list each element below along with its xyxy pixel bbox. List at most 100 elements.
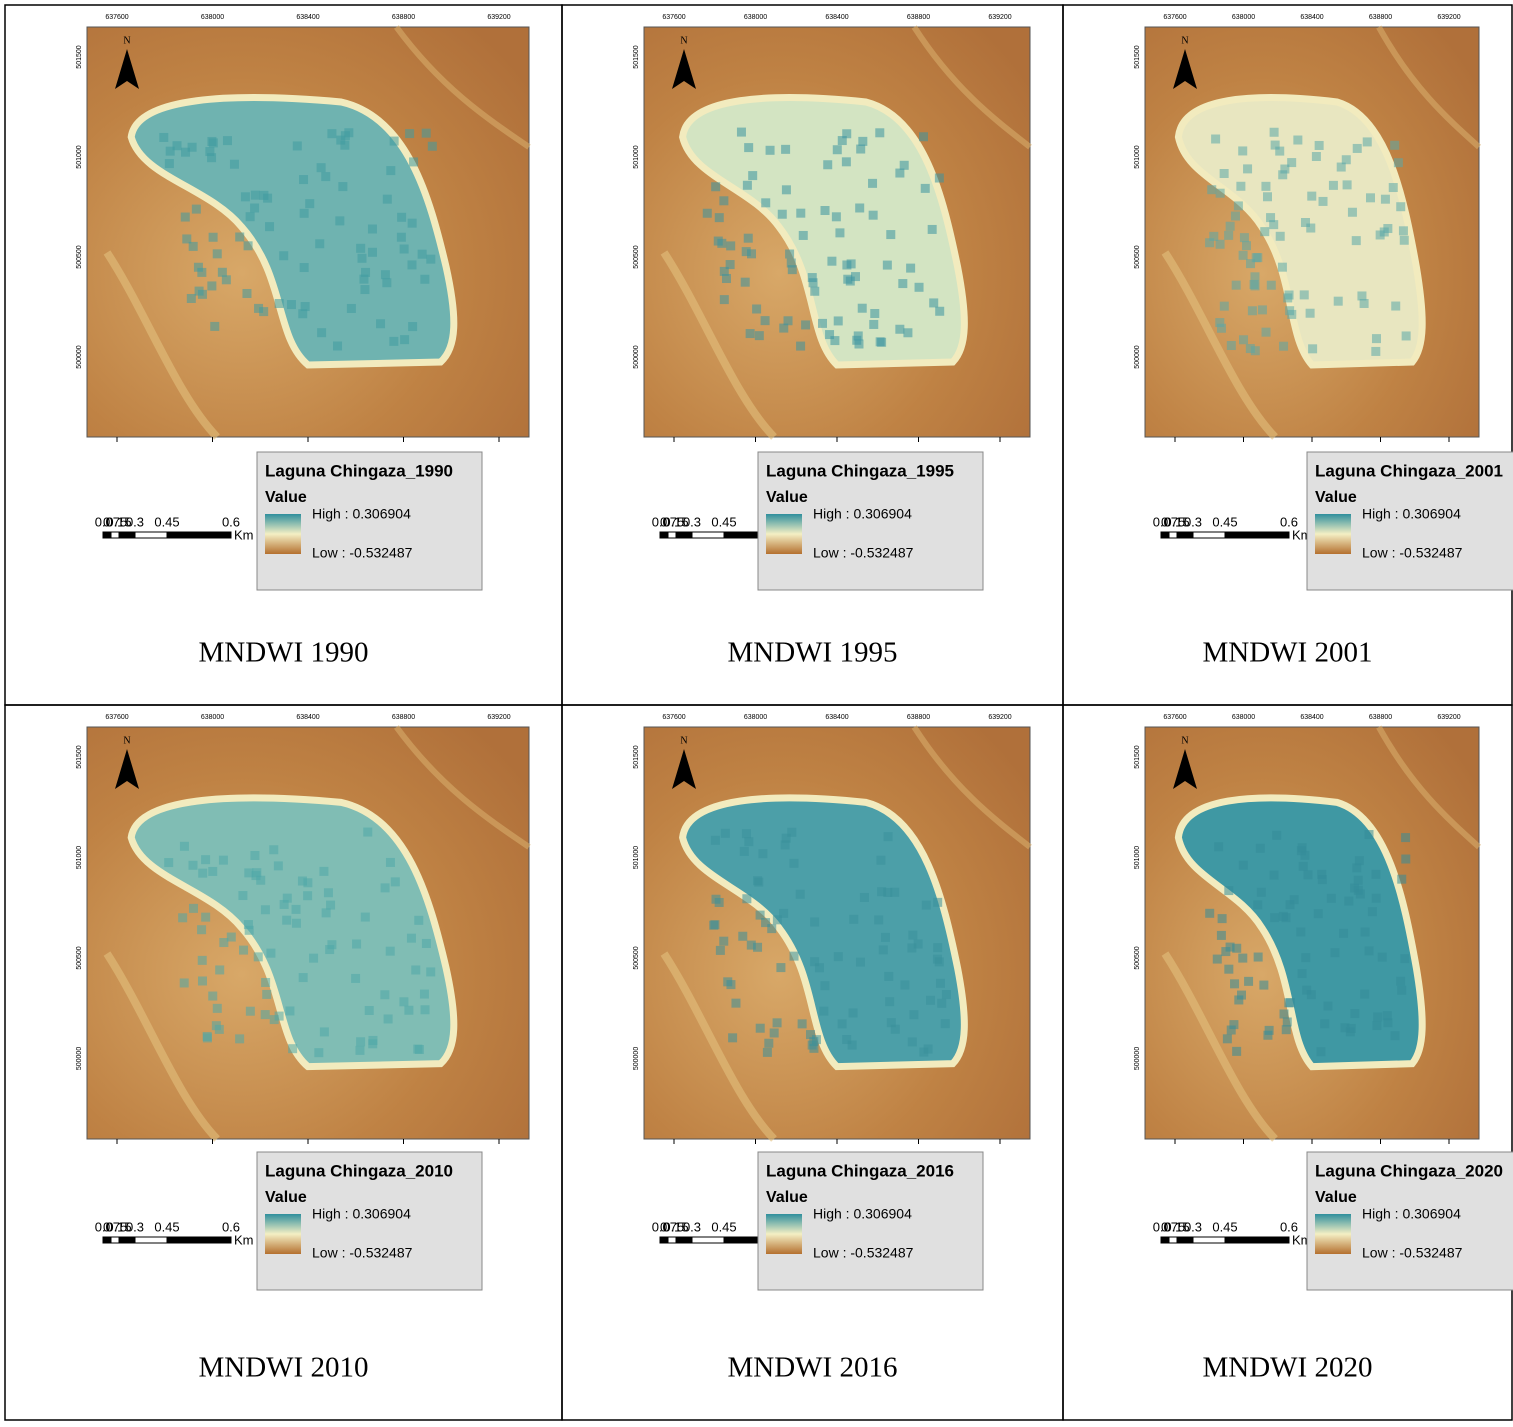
lake-pixel — [421, 1005, 430, 1014]
lake-pixel — [842, 260, 851, 269]
y-coord-label: 501000 — [1134, 145, 1141, 168]
legend-value: Value — [766, 1189, 808, 1206]
lake-pixel — [198, 869, 207, 878]
lake-pixel — [1214, 842, 1223, 851]
lake-pixel — [1306, 309, 1315, 318]
lake-pixel — [1280, 165, 1289, 174]
lake-pixel — [1279, 342, 1288, 351]
lake-pixel — [1307, 192, 1316, 201]
legend-high: High : 0.306904 — [312, 506, 411, 522]
lake-pixel — [305, 199, 314, 208]
lake-pixel — [929, 298, 938, 307]
lake-pixel — [422, 129, 431, 138]
lake-pixel — [420, 990, 429, 999]
lake-pixel — [1262, 328, 1271, 337]
lake-pixel — [1239, 335, 1248, 344]
lake-pixel — [1373, 1012, 1382, 1021]
lake-pixel — [426, 255, 435, 264]
scale-segment — [660, 532, 668, 538]
lake-pixel — [752, 304, 761, 313]
lake-pixel — [1242, 241, 1251, 250]
lake-pixel — [744, 143, 753, 152]
lake-pixel — [1320, 1019, 1329, 1028]
lake-pixel — [1390, 141, 1399, 150]
lake-pixel — [336, 136, 345, 145]
lake-pixel — [731, 999, 740, 1008]
lake-pixel — [833, 145, 842, 154]
lake-pixel — [1356, 889, 1365, 898]
scale-segment — [668, 1237, 676, 1243]
lake-pixel — [210, 322, 219, 331]
lake-pixel — [299, 973, 308, 982]
lake-pixel — [1360, 990, 1369, 999]
scale-segment — [1193, 1237, 1225, 1243]
lake-pixel — [1381, 195, 1390, 204]
lake-pixel — [789, 859, 798, 868]
lake-pixel — [937, 999, 946, 1008]
lake-pixel — [1400, 954, 1409, 963]
lake-pixel — [823, 160, 832, 169]
y-coord-label: 501000 — [633, 145, 640, 168]
y-coord-label: 501500 — [76, 45, 83, 68]
map-panel: N637600638000638400638800639200501500501… — [76, 14, 529, 669]
lake-pixel — [819, 1007, 828, 1016]
scale-segment — [692, 532, 724, 538]
lake-pixel — [1402, 331, 1411, 340]
lake-pixel — [796, 890, 805, 899]
lake-pixel — [1301, 218, 1310, 227]
lake-pixel — [876, 856, 885, 865]
lake-pixel — [254, 952, 263, 961]
lake-pixel — [1371, 347, 1380, 356]
lake-pixel — [742, 894, 751, 903]
lake-pixel — [317, 163, 326, 172]
lake-pixel — [279, 251, 288, 260]
lake-pixel — [933, 955, 942, 964]
legend-title: Laguna Chingaza_2010 — [265, 1161, 453, 1180]
lake-pixel — [197, 925, 206, 934]
lake-pixel — [414, 916, 423, 925]
lake-pixel — [1270, 913, 1279, 922]
legend-value: Value — [265, 489, 307, 506]
lake-pixel — [941, 1019, 950, 1028]
lake-pixel — [1220, 169, 1229, 178]
lake-pixel — [1283, 293, 1292, 302]
lake-pixel — [1250, 281, 1259, 290]
legend-ramp — [766, 514, 802, 554]
lake-pixel — [849, 915, 858, 924]
lake-pixel — [1232, 1047, 1241, 1056]
lake-pixel — [262, 990, 271, 999]
lake-pixel — [404, 1006, 413, 1015]
lake-pixel — [315, 239, 324, 248]
lake-pixel — [711, 836, 720, 845]
y-coord-label: 501000 — [633, 846, 640, 869]
scale-segment — [1161, 532, 1169, 538]
lake-pixel — [275, 1012, 284, 1021]
lake-pixel — [333, 341, 342, 350]
scale-label: 0.45 — [154, 1219, 179, 1234]
lake-pixel — [779, 324, 788, 333]
lake-pixel — [1319, 197, 1328, 206]
lake-pixel — [756, 1024, 765, 1033]
lake-pixel — [368, 1039, 377, 1048]
lake-pixel — [810, 287, 819, 296]
legend-low: Low : -0.532487 — [312, 545, 413, 561]
lake-pixel — [418, 250, 427, 259]
scale-segment — [1177, 532, 1193, 538]
lake-pixel — [259, 191, 268, 200]
lake-pixel — [1286, 998, 1295, 1007]
lake-pixel — [197, 268, 206, 277]
lake-pixel — [1270, 871, 1279, 880]
lake-pixel — [1267, 281, 1276, 290]
lake-pixel — [250, 203, 259, 212]
lake-pixel — [400, 335, 409, 344]
lake-pixel — [742, 829, 751, 838]
lake-pixel — [1372, 334, 1381, 343]
lake-pixel — [397, 213, 406, 222]
lake-pixel — [269, 845, 278, 854]
lake-pixel — [360, 285, 369, 294]
y-coord-label: 501500 — [1134, 45, 1141, 68]
legend-title: Laguna Chingaza_1990 — [265, 461, 453, 480]
y-coord-label: 500500 — [76, 245, 83, 268]
lake-pixel — [285, 1006, 294, 1015]
lake-pixel — [1251, 346, 1260, 355]
